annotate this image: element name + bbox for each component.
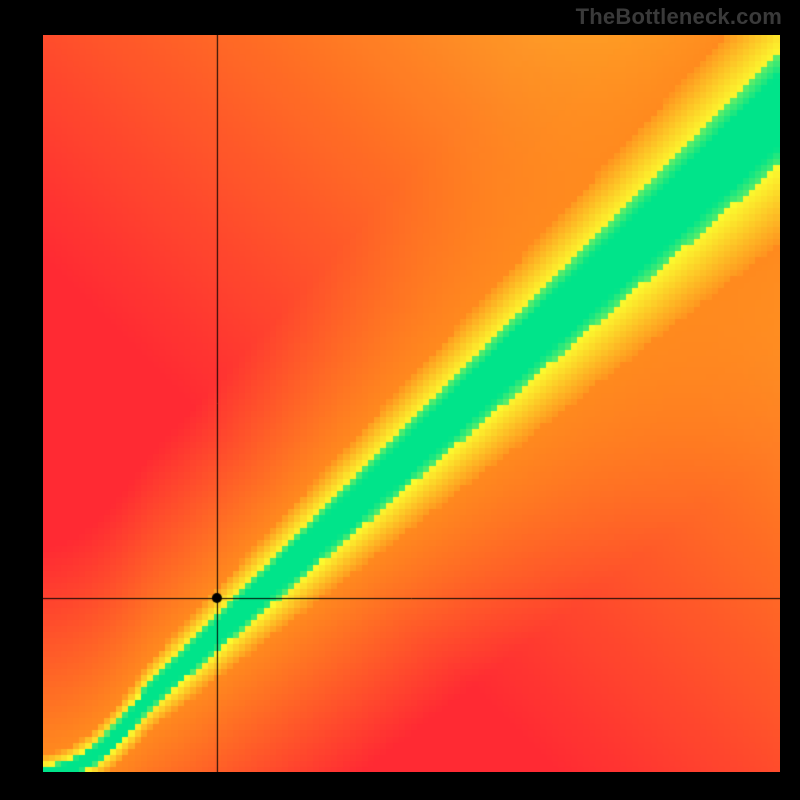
chart-container: TheBottleneck.com (0, 0, 800, 800)
attribution-text: TheBottleneck.com (576, 4, 782, 30)
bottleneck-heatmap (43, 35, 780, 772)
